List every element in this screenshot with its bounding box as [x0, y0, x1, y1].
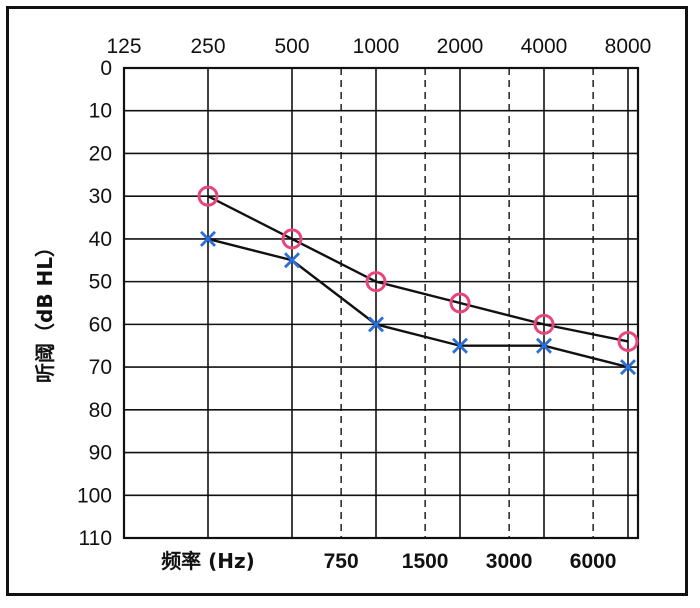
y-tick-label: 0 [100, 57, 112, 80]
cross-marker [368, 316, 384, 333]
circle-marker [365, 271, 387, 293]
y-tick-labels: 0 10 20 30 40 50 60 70 80 90 100 110 [77, 57, 112, 550]
y-tick-label: 110 [79, 527, 112, 550]
y-tick-label: 30 [89, 185, 112, 208]
x-top-tick-label: 250 [190, 35, 225, 58]
x-top-tick-label: 500 [274, 35, 309, 58]
cross-marker [284, 252, 300, 269]
y-tick-label: 10 [89, 100, 112, 123]
x-axis-label: 频率 (Hz) [161, 549, 255, 573]
y-tick-label: 60 [89, 313, 112, 336]
y-axis-label: 听阈（dB HL） [33, 237, 57, 383]
x-bottom-tick-label: 750 [324, 550, 359, 573]
x-top-tick-labels: 125 250 500 1000 2000 4000 8000 [106, 35, 651, 58]
y-tick-label: 90 [89, 442, 112, 465]
x-bottom-tick-labels: 750 1500 3000 6000 [324, 550, 617, 573]
cross-marker [536, 337, 552, 354]
cross-marker [452, 337, 468, 354]
y-tick-label: 50 [89, 271, 112, 294]
x-bottom-tick-label: 1500 [402, 550, 449, 573]
y-tick-label: 100 [77, 484, 112, 507]
x-bottom-tick-label: 3000 [486, 550, 533, 573]
cross-marker [200, 230, 216, 247]
x-top-tick-label: 8000 [605, 35, 652, 58]
y-tick-label: 70 [89, 356, 112, 379]
series-group [197, 185, 639, 376]
series-line-1 [207, 195, 629, 343]
x-bottom-tick-label: 6000 [570, 550, 617, 573]
circle-marker [281, 228, 303, 250]
y-tick-label: 80 [89, 399, 112, 422]
series-line-2 [207, 237, 629, 369]
grid [122, 66, 640, 540]
x-top-tick-label: 1000 [353, 35, 400, 58]
y-tick-label: 40 [89, 228, 112, 251]
circle-marker [449, 292, 471, 314]
x-top-tick-label: 125 [106, 35, 141, 58]
circle-marker [197, 185, 219, 207]
x-top-tick-label: 4000 [521, 35, 568, 58]
plot-border [122, 66, 640, 540]
circle-marker [617, 330, 639, 352]
cross-marker [620, 359, 636, 376]
y-tick-label: 20 [89, 142, 112, 165]
x-top-tick-label: 2000 [437, 35, 484, 58]
circle-marker [533, 313, 555, 335]
